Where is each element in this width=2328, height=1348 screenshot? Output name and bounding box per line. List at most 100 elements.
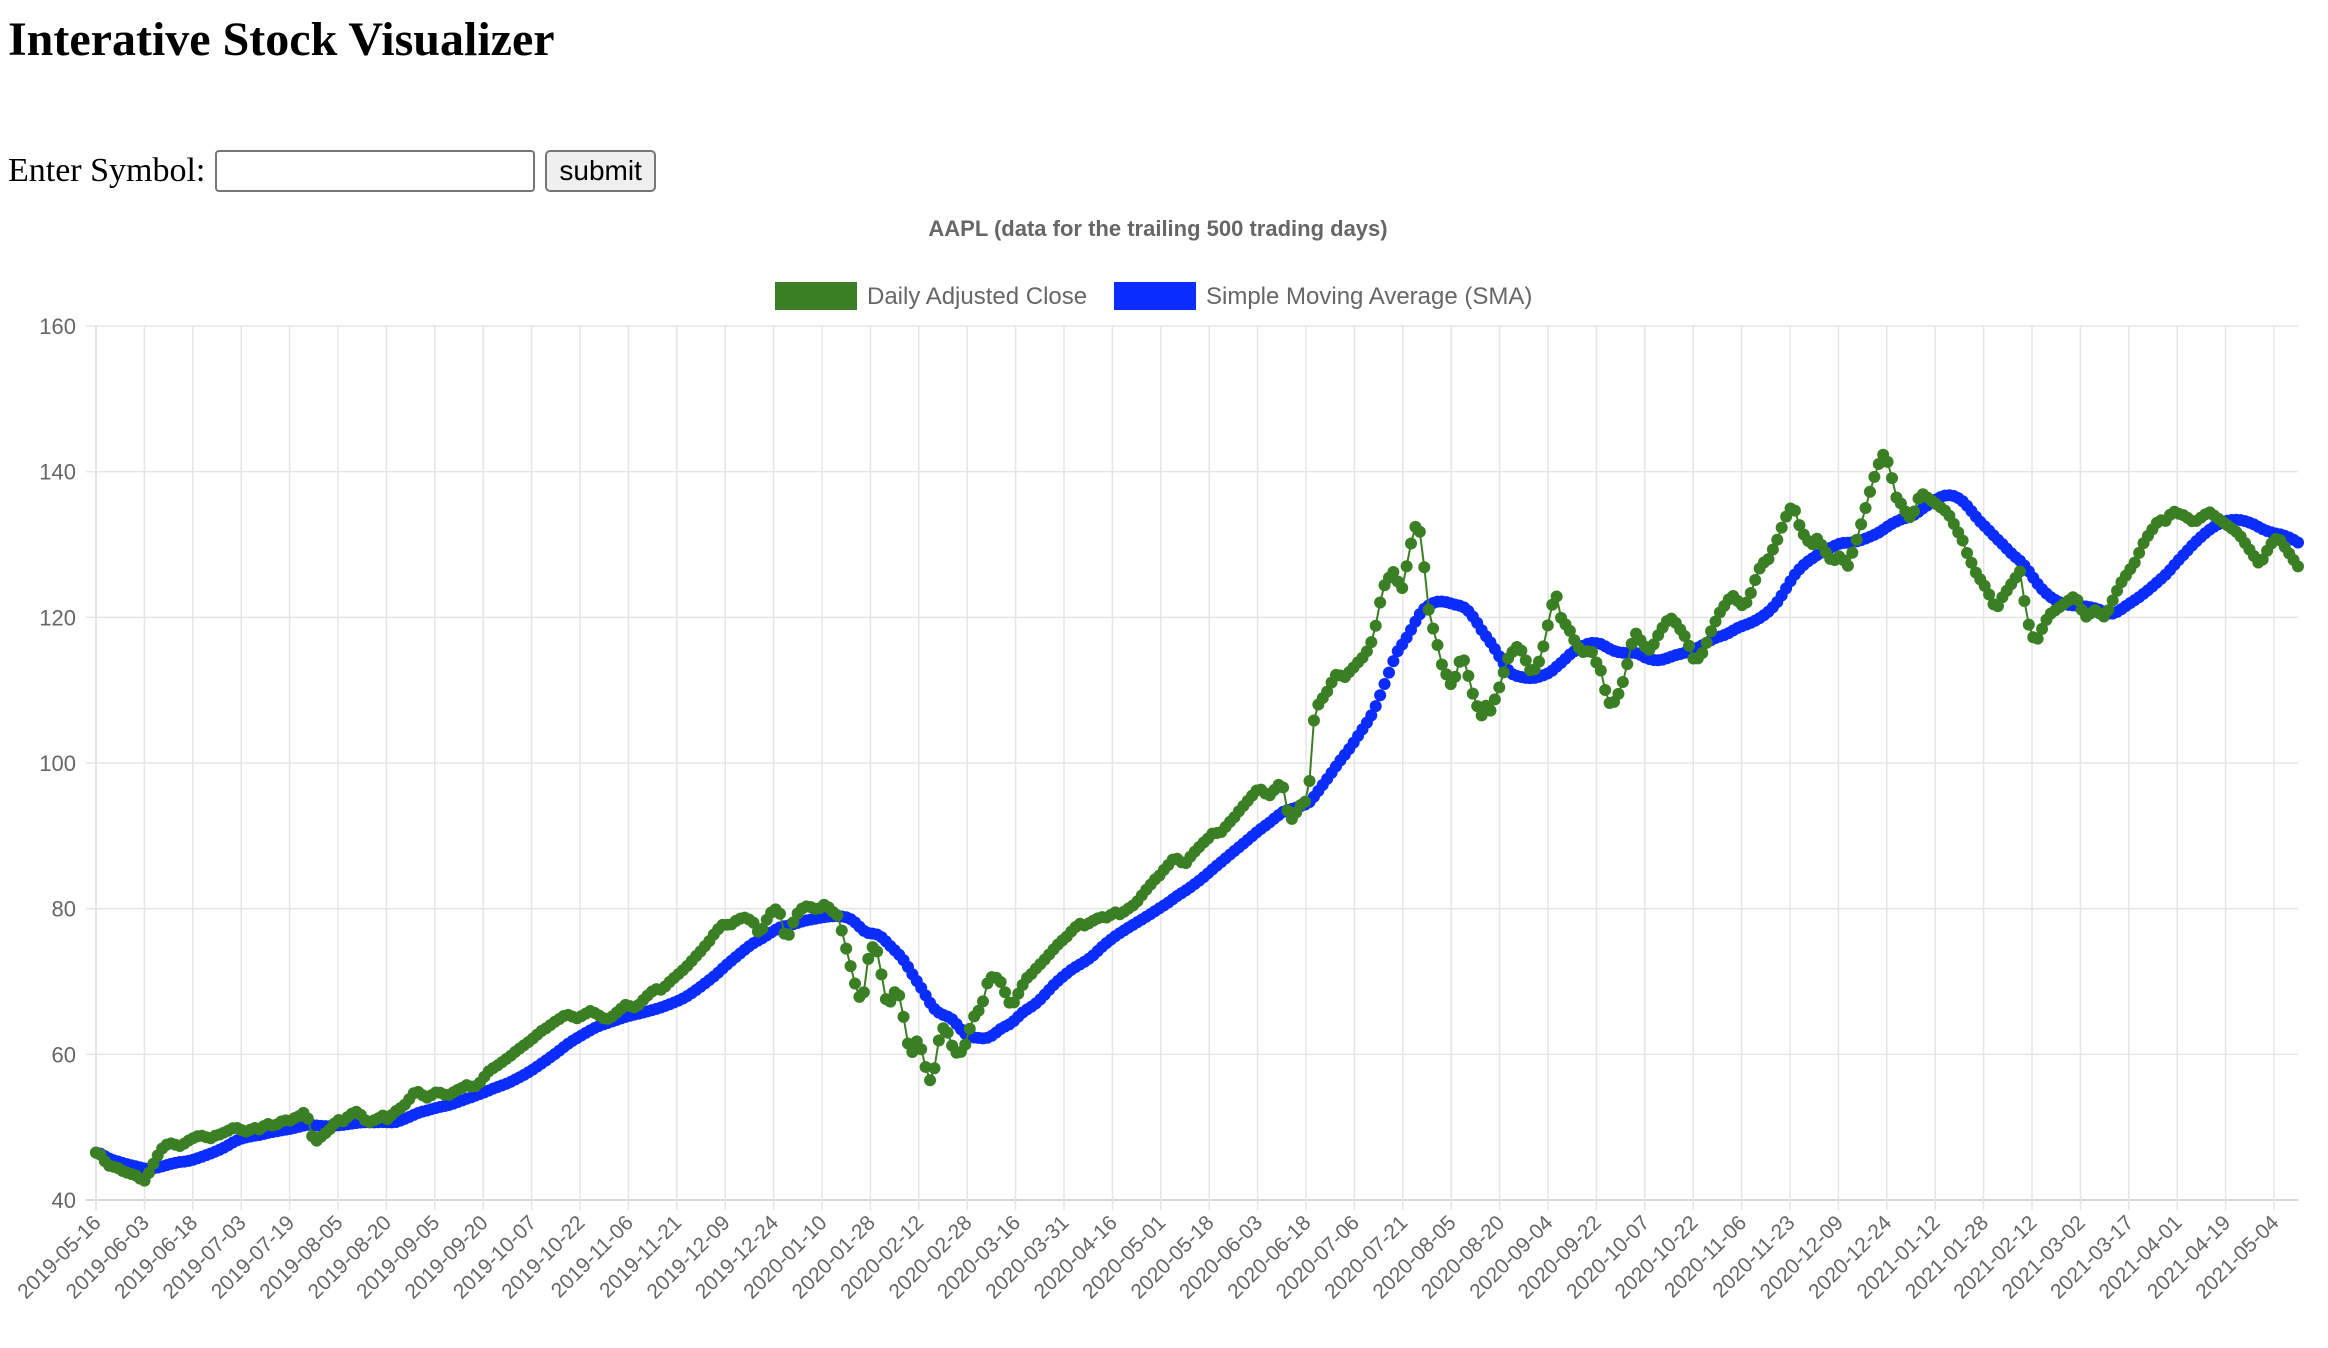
close-point[interactable] xyxy=(884,995,897,1008)
close-point[interactable] xyxy=(1537,640,1550,653)
close-point[interactable] xyxy=(1740,596,1753,609)
close-point[interactable] xyxy=(1550,590,1563,603)
close-point[interactable] xyxy=(2031,632,2044,645)
close-point[interactable] xyxy=(2071,593,2084,606)
close-point[interactable] xyxy=(1277,781,1290,794)
sma-point[interactable] xyxy=(1369,700,1382,713)
close-point[interactable] xyxy=(835,924,848,937)
close-point[interactable] xyxy=(1956,534,1969,547)
close-point[interactable] xyxy=(773,907,786,920)
close-point[interactable] xyxy=(1471,700,1484,713)
close-point[interactable] xyxy=(862,952,875,965)
close-point[interactable] xyxy=(1762,553,1775,566)
close-point[interactable] xyxy=(1705,625,1718,638)
close-point[interactable] xyxy=(1299,795,1312,808)
sma-point[interactable] xyxy=(1378,677,1391,690)
close-point[interactable] xyxy=(747,916,760,929)
close-point[interactable] xyxy=(1983,588,1996,601)
close-point[interactable] xyxy=(1374,596,1387,609)
close-point[interactable] xyxy=(928,1062,941,1075)
sma-point[interactable] xyxy=(1374,689,1387,702)
close-point[interactable] xyxy=(1585,646,1598,659)
close-point[interactable] xyxy=(1841,559,1854,572)
close-point[interactable] xyxy=(849,977,862,990)
close-point[interactable] xyxy=(1497,666,1510,679)
close-point[interactable] xyxy=(919,1060,932,1073)
close-point[interactable] xyxy=(963,1022,976,1035)
close-point[interactable] xyxy=(1396,581,1409,594)
close-point[interactable] xyxy=(2102,604,2115,617)
close-point[interactable] xyxy=(1965,556,1978,569)
close-point[interactable] xyxy=(1321,685,1334,698)
close-point[interactable] xyxy=(1360,645,1373,658)
close-point[interactable] xyxy=(1793,519,1806,532)
close-point[interactable] xyxy=(1850,533,1863,546)
sma-point[interactable] xyxy=(1365,709,1378,722)
close-point[interactable] xyxy=(782,928,795,941)
close-point[interactable] xyxy=(1612,687,1625,700)
close-point[interactable] xyxy=(976,995,989,1008)
close-point[interactable] xyxy=(1696,646,1709,659)
close-point[interactable] xyxy=(2018,594,2031,607)
close-point[interactable] xyxy=(1621,658,1634,671)
close-point[interactable] xyxy=(1449,670,1462,683)
close-point[interactable] xyxy=(1307,714,1320,727)
close-point[interactable] xyxy=(1678,630,1691,643)
close-point[interactable] xyxy=(840,942,853,955)
close-point[interactable] xyxy=(1369,619,1382,632)
close-point[interactable] xyxy=(1683,639,1696,652)
close-point[interactable] xyxy=(1435,658,1448,671)
close-point[interactable] xyxy=(1466,687,1479,700)
close-point[interactable] xyxy=(959,1038,972,1051)
close-point[interactable] xyxy=(1427,622,1440,635)
close-point[interactable] xyxy=(1493,681,1506,694)
sma-point[interactable] xyxy=(2292,536,2304,549)
close-point[interactable] xyxy=(1881,455,1894,468)
close-point[interactable] xyxy=(915,1043,928,1056)
close-point[interactable] xyxy=(2292,560,2304,573)
close-point[interactable] xyxy=(1616,676,1629,689)
close-point[interactable] xyxy=(1475,709,1488,722)
close-point[interactable] xyxy=(897,1010,910,1023)
close-point[interactable] xyxy=(1908,505,1921,518)
close-point[interactable] xyxy=(1855,518,1868,531)
close-point[interactable] xyxy=(1405,537,1418,550)
close-point[interactable] xyxy=(1519,654,1532,667)
close-point[interactable] xyxy=(831,909,844,922)
close-point[interactable] xyxy=(1846,546,1859,559)
close-point[interactable] xyxy=(1413,525,1426,538)
close-point[interactable] xyxy=(1744,587,1757,600)
close-point[interactable] xyxy=(1541,619,1554,632)
close-point[interactable] xyxy=(1886,472,1899,485)
sma-point[interactable] xyxy=(1382,666,1395,679)
close-point[interactable] xyxy=(1303,775,1316,788)
close-point[interactable] xyxy=(857,986,870,999)
close-point[interactable] xyxy=(1594,664,1607,677)
close-point[interactable] xyxy=(1749,574,1762,587)
close-point[interactable] xyxy=(1775,521,1788,534)
legend-item-close[interactable]: Daily Adjusted Close xyxy=(775,282,1087,310)
close-point[interactable] xyxy=(999,986,1012,999)
close-point[interactable] xyxy=(1771,533,1784,546)
close-point[interactable] xyxy=(2036,622,2049,635)
close-point[interactable] xyxy=(1515,644,1528,657)
close-point[interactable] xyxy=(893,989,906,1002)
close-point[interactable] xyxy=(2128,556,2141,569)
close-point[interactable] xyxy=(1868,470,1881,483)
close-point[interactable] xyxy=(875,968,888,981)
close-point[interactable] xyxy=(2022,618,2035,631)
close-point[interactable] xyxy=(1418,561,1431,574)
close-point[interactable] xyxy=(932,1034,945,1047)
close-point[interactable] xyxy=(2133,546,2146,559)
close-point[interactable] xyxy=(1599,683,1612,696)
sma-point[interactable] xyxy=(1387,655,1400,668)
close-point[interactable] xyxy=(756,922,769,935)
close-point[interactable] xyxy=(1563,624,1576,637)
submit-button[interactable]: submit xyxy=(545,150,656,192)
close-point[interactable] xyxy=(2106,594,2119,607)
close-point[interactable] xyxy=(1859,501,1872,514)
close-point[interactable] xyxy=(1431,639,1444,652)
close-point[interactable] xyxy=(871,945,884,958)
close-point[interactable] xyxy=(301,1112,314,1125)
close-point[interactable] xyxy=(1532,655,1545,668)
